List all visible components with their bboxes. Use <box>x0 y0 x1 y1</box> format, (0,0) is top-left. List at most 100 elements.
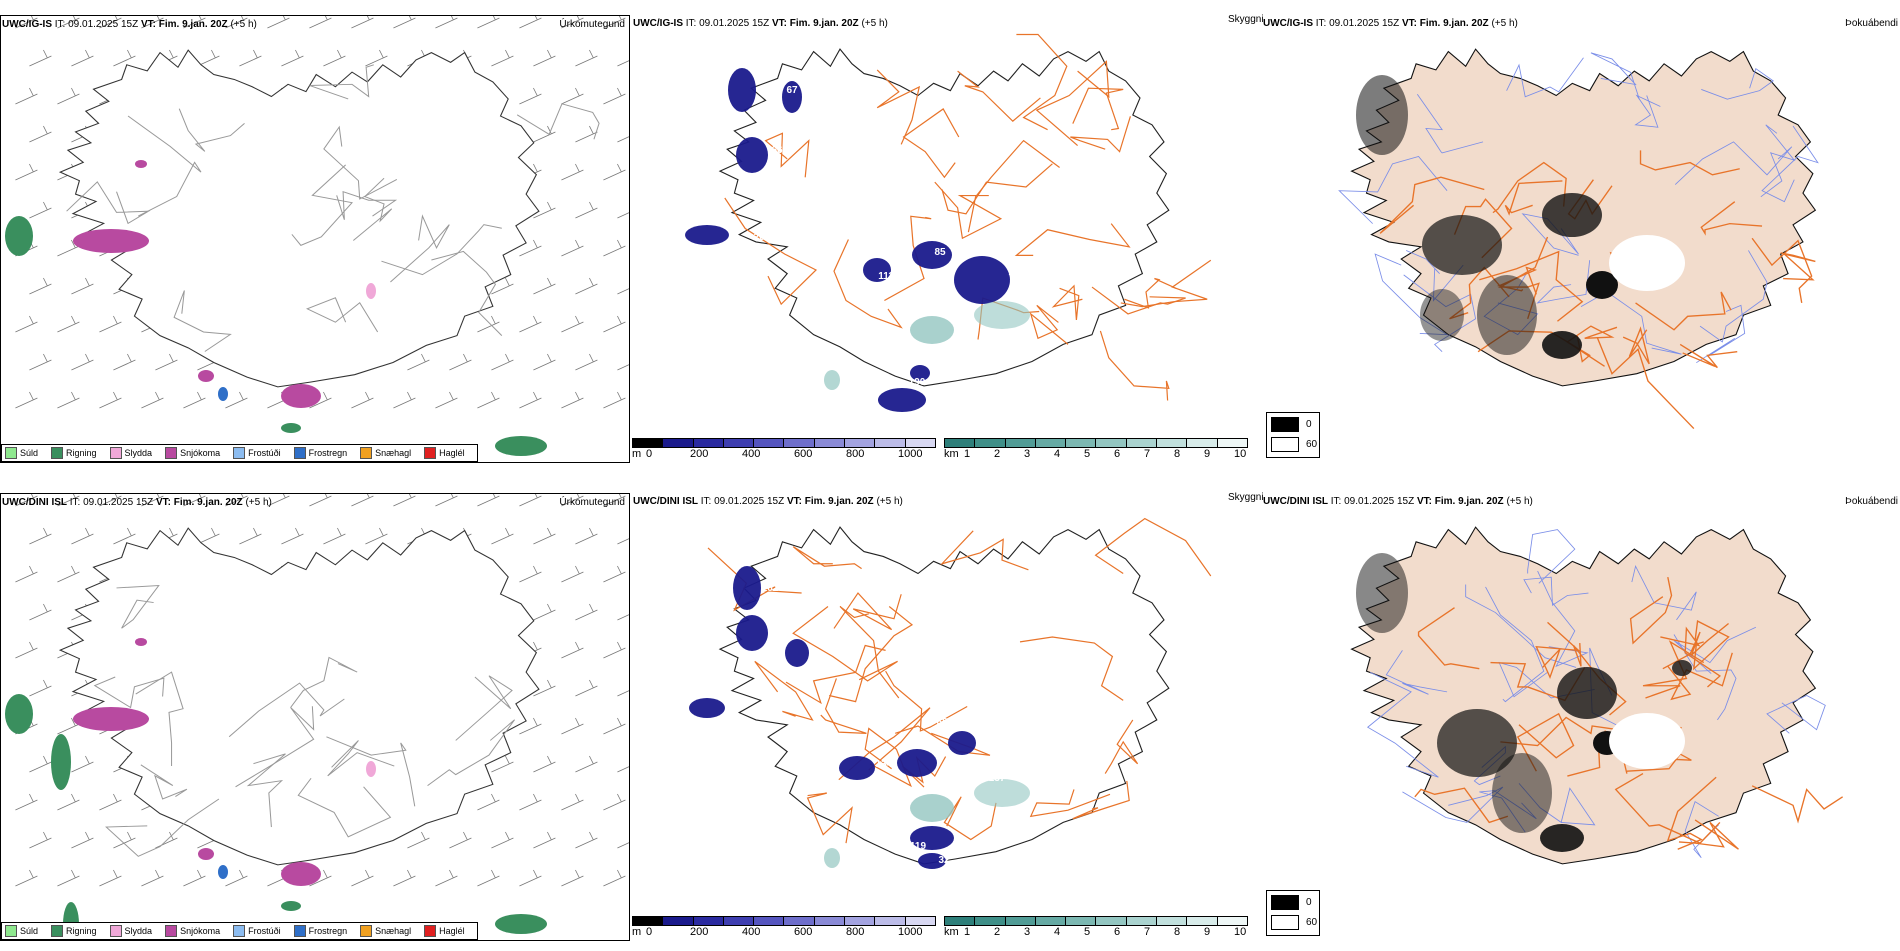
fog-area <box>1492 753 1552 833</box>
wind-barb <box>477 869 500 887</box>
low-cloud-area <box>785 639 809 667</box>
road-line <box>1673 626 1757 674</box>
wind-barb <box>407 831 430 849</box>
colorbar-segment <box>1126 439 1158 447</box>
cloud-base-tick: 200 <box>690 448 709 460</box>
wind-barb <box>29 277 52 295</box>
panel-header: UWC/DINI ISL IT: 09.01.2025 15Z VT: Fim.… <box>633 496 903 507</box>
precip-legend-swatch <box>360 925 373 937</box>
wind-barb <box>57 565 80 583</box>
road-line <box>1072 780 1130 820</box>
wind-barb <box>519 717 542 735</box>
iceland-map <box>58 49 600 388</box>
wind-barb <box>603 717 626 735</box>
wind-barb <box>491 831 514 849</box>
road-line <box>323 125 398 200</box>
precip-legend-item: Súld <box>5 447 38 459</box>
wind-barb <box>57 239 80 257</box>
precip-type-panel: UWC/DINI ISL IT: 09.01.2025 15Z VT: Fim.… <box>0 493 630 941</box>
vt-label: VT: <box>1401 18 1417 29</box>
colorbar-segment <box>1217 439 1247 447</box>
it-label: IT: <box>685 18 697 29</box>
low-cloud-area <box>839 756 875 780</box>
wind-barb <box>15 793 38 811</box>
wind-barb <box>71 755 94 773</box>
iceland-coastline <box>718 48 1170 387</box>
colorbar-segment <box>754 439 785 447</box>
wind-barb <box>575 277 598 295</box>
snow-area <box>135 638 147 646</box>
low-cloud-area <box>954 256 1010 304</box>
wind-barb <box>561 315 584 333</box>
it-value: 09.01.2025 15Z <box>1344 496 1415 507</box>
wind-barb <box>57 315 80 333</box>
vt-value: Fim. 9.jan. 20Z <box>173 497 243 508</box>
colorbar-segment <box>1066 917 1097 925</box>
wind-barb <box>617 364 629 371</box>
road-line <box>1385 650 1448 695</box>
vt-value: Fim. 9.jan. 20Z <box>789 18 859 29</box>
wind-barb <box>351 869 374 887</box>
road-line <box>1094 517 1212 577</box>
wind-barb <box>575 353 598 371</box>
cloud-panel-title: Skyggni <box>1228 492 1264 503</box>
cloud-base-label: 67 <box>786 85 798 96</box>
wind-barb <box>57 717 80 735</box>
road-line <box>1338 156 1448 224</box>
fog-legend-item: 60 <box>1271 915 1317 930</box>
road-line <box>297 777 392 838</box>
colorbar-segment <box>723 439 755 447</box>
visibility-tick: 10 <box>1234 926 1247 938</box>
road-line <box>934 181 1003 240</box>
sleet-area <box>366 283 376 299</box>
precip-legend-item: Rigning <box>51 447 97 459</box>
fog-area <box>1557 667 1617 719</box>
low-cloud-area <box>910 826 954 850</box>
road-line <box>455 675 513 741</box>
road-line <box>1684 801 1719 859</box>
wind-barb <box>183 391 206 409</box>
precip-map-canvas <box>5 16 629 456</box>
fog-area <box>1356 553 1408 633</box>
cloud-base-colorbar: m 0 200 400 600 800 1000 <box>632 438 937 468</box>
precip-legend-swatch <box>109 925 122 937</box>
low-cloud-area <box>910 365 930 381</box>
road-line <box>902 108 960 179</box>
wind-barb <box>603 494 626 507</box>
wind-barb <box>491 527 514 545</box>
wind-barb <box>393 391 416 409</box>
wind-barb <box>603 391 626 409</box>
road-line <box>1521 213 1579 256</box>
iceland-map <box>707 517 1212 865</box>
cloud-base-tick: 800 <box>846 448 865 460</box>
wind-barb <box>435 869 458 887</box>
wind-barb <box>225 869 248 887</box>
wind-barb <box>99 869 122 887</box>
cloud-base-label: 85 <box>934 247 946 258</box>
wind-barb <box>519 239 542 257</box>
colorbar-segment <box>945 917 976 925</box>
colorbar-segment <box>845 439 876 447</box>
wind-barb <box>407 353 430 371</box>
road-line <box>967 139 1060 233</box>
road-line <box>806 792 853 844</box>
snow-area <box>198 848 214 860</box>
wind-barb <box>491 353 514 371</box>
wind-barb <box>617 614 629 621</box>
cloud-base-labels: 102 71 70 68 77 137 134 66 119 32 76 <box>762 583 1006 884</box>
wind-barb <box>519 565 542 583</box>
panel-header: UWC/IG-IS IT: 09.01.2025 15Z VT: Fim. 9.… <box>633 18 888 29</box>
road-line <box>820 678 867 734</box>
wind-barb <box>351 391 374 409</box>
low-cloud-area <box>782 81 802 113</box>
lead-offset: (+5 h) <box>230 19 257 30</box>
road-line <box>940 530 1029 571</box>
colorbar-segment <box>905 439 935 447</box>
road-line <box>1485 586 1545 703</box>
wind-barb <box>309 391 332 409</box>
vt-value: Fim. 9.jan. 20Z <box>1434 496 1504 507</box>
wind-barb <box>561 717 584 735</box>
wind-barb <box>239 527 262 545</box>
wind-barb <box>113 49 136 67</box>
wind-barb <box>71 277 94 295</box>
